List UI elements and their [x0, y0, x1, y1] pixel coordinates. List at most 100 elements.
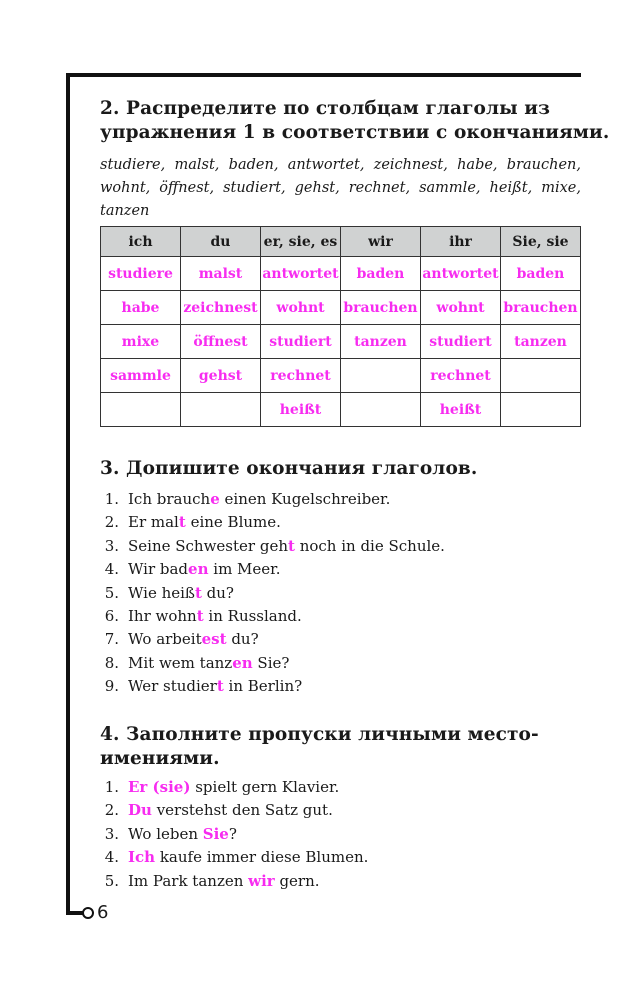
text-after: du?: [226, 630, 259, 649]
column-header: ich: [100, 226, 181, 257]
table-cell: tanzen: [340, 324, 421, 359]
table-row: studiere malst antwortet baden antwortet bade…: [100, 256, 581, 291]
ex3-list: 1. Ich brauche einen Kugelschreiber. 2. Er …: [100, 488, 445, 699]
ex4-list: 1. Er (sie) spielt gern Klavier. 2. Du vers…: [100, 776, 369, 893]
ex2-title: 2. Распределите по столбцам глаголы из уп…: [100, 97, 609, 145]
list-item: 1. Ich brauche einen Kugelschreiber.: [100, 488, 445, 511]
list-item: 2. Er malt eine Blume.: [100, 511, 445, 534]
ex4-title-line1: 4. Заполните пропуски личными место-: [100, 724, 539, 745]
item-number: 2.: [104, 801, 119, 820]
ex2-word-list: studiere, malst, baden, antwortet, zeich…: [100, 157, 581, 219]
table-cell: antwortet: [420, 256, 501, 291]
table-cell: [180, 392, 261, 427]
table-cell: brauchen: [500, 290, 581, 325]
table-cell: studiert: [420, 324, 501, 359]
item-text: Wo leben Sie?: [128, 823, 237, 846]
column-header: du: [180, 226, 261, 257]
item-number: 3.: [104, 824, 119, 843]
list-item: 8. Mit wem tanzen Sie?: [100, 652, 445, 675]
answer-highlight: Er (sie): [128, 778, 191, 796]
item-number: 5.: [104, 583, 119, 602]
table-row: mixe öffnest studiert tanzen studiert tanzen: [100, 324, 581, 359]
list-item: 9. Wer studiert in Berlin?: [100, 675, 445, 698]
table-cell: [340, 392, 421, 427]
frame-bottom-line: [66, 911, 84, 915]
answer-highlight: Sie: [202, 824, 229, 843]
text-after: in Russland.: [203, 607, 302, 626]
item-number: 7.: [104, 630, 119, 649]
item-text: Ihr wohnt in Russland.: [128, 605, 302, 628]
text-before: Seine Schwester geh: [128, 536, 288, 555]
list-item: 5. Im Park tanzen wir gern.: [100, 870, 368, 893]
item-text: Ich brauche einen Kugelschreiber.: [128, 488, 390, 511]
item-text: Wir baden im Meer.: [128, 558, 280, 581]
item-text: Seine Schwester geht noch in die Schule.: [128, 535, 445, 558]
item-number: 9.: [104, 677, 119, 696]
text-before: Mit wem tanz: [128, 653, 233, 672]
item-text: Er malt eine Blume.: [128, 511, 281, 534]
text-after: ?: [228, 824, 237, 843]
answer-highlight: Du: [128, 801, 152, 820]
column-header: wir: [340, 226, 421, 257]
ex2-title-line1: 2. Распределите по столбцам глаголы из: [100, 98, 551, 119]
table-cell: malst: [180, 256, 261, 291]
item-number: 2.: [104, 513, 119, 532]
table-cell: heißt: [260, 392, 341, 427]
item-text: Ich kaufe immer diese Blumen.: [128, 846, 368, 869]
list-item: 2. Du verstehst den Satz gut.: [100, 799, 368, 822]
text-after: noch in die Schule.: [294, 536, 445, 555]
ex2-title-line2: упражнения 1 в соответствии с окончаниям…: [100, 122, 610, 143]
table-cell: öffnest: [180, 324, 261, 359]
table-cell: rechnet: [420, 358, 501, 393]
text-after: im Meer.: [208, 560, 281, 579]
item-number: 4.: [104, 560, 119, 579]
table-cell: mixe: [100, 324, 181, 359]
list-item: 4. Ich kaufe immer diese Blumen.: [100, 846, 369, 869]
item-text: Er (sie) spielt gern Klavier.: [128, 776, 339, 799]
item-number: 1.: [104, 490, 119, 508]
text-before: Wie heiß: [128, 583, 195, 602]
table-row: heißt heißt: [100, 392, 581, 427]
column-header: Sie, sie: [500, 226, 581, 257]
list-item: 3. Wo leben Sie?: [100, 823, 368, 846]
item-number: 4.: [104, 848, 119, 867]
item-text: Wo arbeitest du?: [128, 628, 259, 651]
answer-highlight: e: [210, 490, 220, 508]
table-cell: baden: [340, 256, 421, 291]
answer-highlight: t: [178, 513, 186, 532]
item-text: Du verstehst den Satz gut.: [128, 799, 333, 822]
text-before: Ich brauch: [128, 490, 211, 508]
answer-highlight: Ich: [128, 848, 156, 867]
frame-top-line: [66, 73, 581, 77]
answer-highlight: t: [194, 583, 202, 602]
text-after: verstehst den Satz gut.: [151, 801, 333, 820]
table-cell: habe: [100, 290, 181, 325]
text-before: Wo arbeit: [128, 630, 202, 649]
table-row: sammle gehst rechnet rechnet: [100, 358, 581, 393]
table-cell: [500, 392, 581, 427]
text-before: Ihr wohn: [128, 607, 197, 626]
text-after: eine Blume.: [185, 513, 281, 532]
list-item: 7. Wo arbeitest du?: [100, 628, 445, 651]
frame-circle-marker: [82, 907, 94, 919]
answer-highlight: en: [188, 560, 209, 579]
text-after: gern.: [274, 871, 320, 890]
list-item: 6. Ihr wohnt in Russland.: [100, 605, 445, 628]
list-item: 5. Wie heißt du?: [100, 582, 445, 605]
conjugation-table: ich du er, sie, es wir ihr Sie, sie studiere ma…: [100, 226, 581, 427]
item-text: Mit wem tanzen Sie?: [128, 652, 289, 675]
ex4-title: 4. Заполните пропуски личными место-имен…: [100, 723, 539, 771]
item-number: 1.: [104, 778, 119, 796]
answer-highlight: est: [201, 630, 227, 649]
page-number: 6: [97, 902, 109, 923]
answer-highlight: t: [216, 677, 224, 696]
table-cell: brauchen: [340, 290, 421, 325]
list-item: 3. Seine Schwester geht noch in die Schul…: [100, 535, 445, 558]
table-cell: heißt: [420, 392, 501, 427]
table-cell: baden: [500, 256, 581, 291]
text-after: kaufe immer diese Blumen.: [155, 848, 369, 867]
table-cell: [340, 358, 421, 393]
table-cell: sammle: [100, 358, 181, 393]
table-cell: studiere: [100, 256, 181, 291]
text-before: Im Park tanzen: [128, 871, 249, 890]
